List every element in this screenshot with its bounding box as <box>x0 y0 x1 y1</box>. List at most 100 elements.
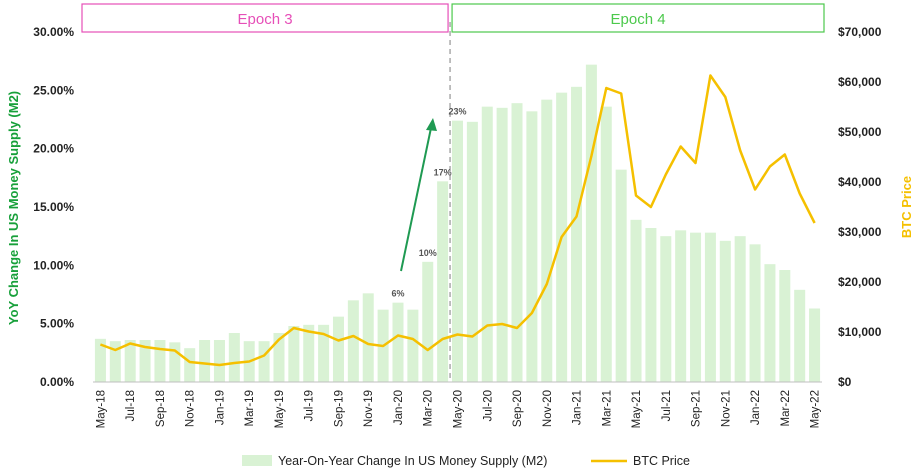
m2-bar <box>437 181 449 382</box>
right-tick-label: $50,000 <box>838 125 882 139</box>
bar-data-label: 10% <box>419 248 437 258</box>
x-tick-label: Jan-20 <box>393 390 405 425</box>
m2-bar <box>139 340 151 382</box>
m2-bar <box>258 341 270 382</box>
arrow-head <box>426 118 437 131</box>
m2-bar <box>794 289 806 382</box>
left-tick-label: 25.00% <box>33 83 74 97</box>
x-tick-label: Jul-19 <box>304 390 316 421</box>
m2-bar <box>690 232 702 382</box>
x-tick-label: Mar-19 <box>244 390 256 426</box>
epoch-3-label: Epoch 3 <box>238 11 293 28</box>
right-tick-label: $40,000 <box>838 175 882 189</box>
m2-bar <box>199 340 211 382</box>
m2-bar <box>630 219 642 382</box>
m2-bar <box>332 316 344 382</box>
m2-bar <box>526 111 538 382</box>
x-tick-label: Nov-21 <box>720 390 732 427</box>
left-axis-title: YoY Change In US Money Supply (M2) <box>6 91 21 325</box>
x-tick-label: Mar-20 <box>423 390 435 426</box>
m2-bar <box>228 333 240 382</box>
left-tick-label: 5.00% <box>40 317 74 331</box>
x-tick-label: Jul-21 <box>661 390 673 421</box>
right-axis-title: BTC Price <box>899 176 914 238</box>
m2-bar <box>511 103 523 383</box>
m2-bar <box>585 64 597 383</box>
x-tick-label: Sep-18 <box>155 390 167 427</box>
x-tick-label: May-22 <box>810 390 822 428</box>
m2-bar <box>451 120 464 383</box>
legend-line-label: BTC Price <box>633 454 690 468</box>
right-tick-label: $10,000 <box>838 325 882 339</box>
m2-bar <box>809 308 821 382</box>
right-tick-label: $70,000 <box>838 25 882 39</box>
m2-bar <box>94 338 106 382</box>
growth-arrow <box>400 118 437 272</box>
m2-bar <box>496 107 508 382</box>
epoch-4-label: Epoch 4 <box>611 11 666 28</box>
x-tick-label: Jul-20 <box>482 390 494 421</box>
m2-bar <box>303 324 315 382</box>
m2-bar <box>109 341 121 382</box>
x-tick-label: May-21 <box>631 390 643 428</box>
x-tick-label: Sep-19 <box>333 390 345 427</box>
epoch-3-box: Epoch 3 <box>81 3 449 33</box>
x-tick-label: May-18 <box>95 390 107 428</box>
epoch-4-box: Epoch 4 <box>451 3 825 33</box>
btc-price-line <box>99 74 816 367</box>
x-tick-label: Jan-19 <box>214 390 226 425</box>
x-axis-ticks: May-18 Jul-18 Sep-18 Nov-18 Jan-19 Mar-19 May-… <box>95 390 821 428</box>
left-tick-label: 10.00% <box>33 258 74 272</box>
m2-bar <box>749 244 761 382</box>
bar-data-label: 23% <box>448 107 466 117</box>
m2-bar <box>184 348 196 382</box>
data-labels: 6% 10% 17% 23% <box>391 107 466 299</box>
x-tick-label: Nov-18 <box>185 390 197 427</box>
epoch-3-rect <box>81 3 449 33</box>
m2-bar <box>779 270 791 382</box>
right-axis-ticks: $0 $10,000 $20,000 $30,000 $40,000 $50,000 $60… <box>838 25 882 389</box>
m2-bar <box>362 293 374 382</box>
legend: Year-On-Year Change In US Money Supply (… <box>242 454 690 468</box>
m2-bar <box>719 240 731 382</box>
x-tick-label: Jul-18 <box>125 390 137 421</box>
m2-bar <box>615 169 627 382</box>
bar-series <box>94 64 821 383</box>
m2-bar <box>466 121 478 382</box>
m2-bar <box>407 309 419 382</box>
x-tick-label: Nov-20 <box>542 390 554 427</box>
right-tick-label: $0 <box>838 375 852 389</box>
m2-bar <box>734 236 746 382</box>
x-tick-label: Nov-19 <box>363 390 375 427</box>
m2-bar <box>124 340 136 382</box>
right-tick-label: $30,000 <box>838 225 882 239</box>
m2-bar <box>704 232 716 382</box>
m2-bar <box>169 342 181 382</box>
arrow-shaft <box>400 127 432 272</box>
m2-bar <box>288 326 300 382</box>
m2-bar <box>347 300 359 382</box>
m2-bar <box>318 324 330 382</box>
m2-bar <box>675 230 687 382</box>
left-tick-label: 20.00% <box>33 142 74 156</box>
epoch-4-rect <box>451 3 825 33</box>
m2-bar <box>273 333 285 382</box>
x-tick-label: Jan-22 <box>750 390 762 425</box>
m2-bar <box>422 261 434 382</box>
m2-bar <box>600 106 612 383</box>
legend-bar-label: Year-On-Year Change In US Money Supply (… <box>278 454 547 468</box>
x-tick-label: May-19 <box>274 390 286 428</box>
right-tick-label: $20,000 <box>838 275 882 289</box>
right-tick-label: $60,000 <box>838 75 882 89</box>
m2-bar <box>660 236 672 382</box>
left-tick-label: 15.00% <box>33 200 74 214</box>
left-tick-label: 30.00% <box>33 25 74 39</box>
x-tick-label: Mar-22 <box>780 390 792 426</box>
x-tick-label: May-20 <box>453 390 465 428</box>
m2-bar <box>764 264 776 382</box>
m2-bar <box>213 340 225 382</box>
m2-bar <box>481 106 493 383</box>
x-tick-label: Sep-21 <box>691 390 703 427</box>
left-tick-label: 0.00% <box>40 375 74 389</box>
